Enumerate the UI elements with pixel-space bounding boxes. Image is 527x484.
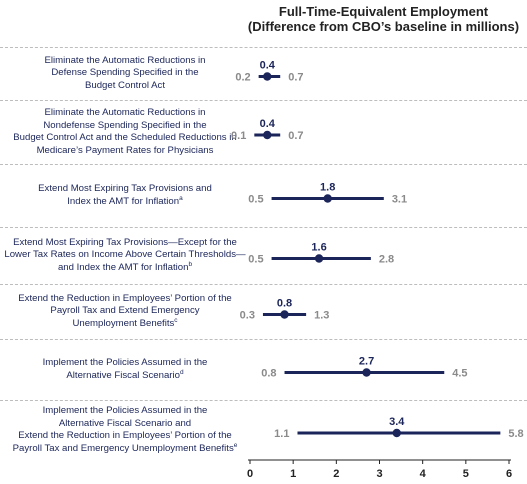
category-label: Implement the Policies Assumed in the Al…: [13, 405, 238, 455]
low-estimate-label: 0.2: [235, 72, 250, 84]
category-label: Eliminate the Automatic Reductions in No…: [13, 107, 236, 157]
category-label: Extend the Reduction in Employees’ Porti…: [18, 293, 232, 331]
high-estimate-label: 3.1: [392, 194, 407, 206]
category-label-text: Extend the Reduction in Employees’ Porti…: [18, 292, 232, 329]
high-estimate-label: 5.8: [508, 428, 523, 440]
low-estimate-label: 1.1: [274, 428, 289, 440]
category-row: Extend Most Expiring Tax Provisions and …: [0, 164, 250, 227]
footnote-marker: b: [188, 260, 193, 268]
category-label-text: Eliminate the Automatic Reductions in De…: [44, 54, 206, 91]
x-tick-label: 3: [376, 468, 382, 480]
low-estimate-label: 0.5: [248, 194, 263, 206]
central-estimate-label: 0.4: [260, 60, 276, 72]
x-tick-label: 5: [463, 468, 469, 480]
footnote-marker: d: [179, 368, 184, 376]
category-label-text: Eliminate the Automatic Reductions in No…: [13, 107, 237, 156]
category-row: Eliminate the Automatic Reductions in De…: [0, 47, 250, 100]
chart-subtitle: (Difference from CBO’s baseline in milli…: [247, 19, 520, 34]
high-estimate-label: 0.7: [288, 130, 303, 142]
central-estimate-label: 1.6: [311, 242, 326, 254]
row-separator: [0, 100, 527, 101]
category-label: Extend Most Expiring Tax Provisions—Exce…: [4, 237, 245, 275]
category-row: Extend the Reduction in Employees’ Porti…: [0, 284, 250, 339]
category-label-text: Extend Most Expiring Tax Provisions—Exce…: [4, 236, 246, 273]
low-estimate-label: 0.3: [240, 310, 255, 322]
category-row: Extend Most Expiring Tax Provisions—Exce…: [0, 227, 250, 284]
point-estimate-marker: [314, 254, 324, 263]
row-separator: [0, 164, 527, 165]
x-tick-label: 2: [333, 468, 339, 480]
point-estimate-marker: [323, 194, 332, 203]
x-tick-label: 4: [420, 468, 427, 480]
row-separator: [0, 284, 527, 285]
high-estimate-label: 2.8: [379, 254, 394, 266]
row-separator: [0, 400, 527, 401]
point-estimate-marker: [392, 428, 401, 438]
footnote-marker: e: [233, 441, 238, 449]
x-tick-label: 1: [290, 468, 296, 480]
category-label: Extend Most Expiring Tax Provisions and …: [38, 183, 212, 208]
high-estimate-label: 1.3: [314, 310, 329, 322]
x-tick-label: 0: [247, 468, 253, 480]
high-estimate-label: 0.7: [288, 72, 303, 84]
central-estimate-label: 1.8: [320, 182, 335, 194]
chart-title: Full-Time-Equivalent Employment: [278, 4, 489, 19]
category-label: Eliminate the Automatic Reductions in De…: [44, 55, 205, 93]
point-estimate-marker: [263, 130, 272, 140]
chart-title-block: Full-Time-Equivalent Employment (Differe…: [240, 4, 527, 34]
category-label: Implement the Policies Assumed in the Al…: [43, 357, 208, 382]
point-estimate-marker: [280, 310, 289, 319]
category-row: Implement the Policies Assumed in the Al…: [0, 400, 250, 460]
central-estimate-label: 0.8: [277, 298, 292, 310]
footnote-marker: c: [174, 316, 178, 324]
point-estimate-marker: [362, 368, 371, 377]
category-row: Eliminate the Automatic Reductions in No…: [0, 100, 250, 164]
central-estimate-label: 2.7: [359, 356, 374, 368]
category-label-text: Implement the Policies Assumed in the Al…: [42, 357, 208, 381]
row-separator: [0, 47, 527, 48]
category-label-text: Implement the Policies Assumed in the Al…: [12, 405, 234, 454]
low-estimate-label: 0.5: [248, 254, 263, 266]
footnote-marker: a: [179, 194, 183, 202]
row-separator: [0, 227, 527, 228]
category-label-text: Extend Most Expiring Tax Provisions and …: [38, 183, 212, 207]
point-estimate-marker: [263, 72, 272, 81]
central-estimate-label: 0.4: [260, 118, 276, 130]
low-estimate-label: 0.8: [261, 368, 276, 380]
high-estimate-label: 4.5: [452, 368, 467, 380]
category-row: Implement the Policies Assumed in the Al…: [0, 339, 250, 400]
x-tick-label: 6: [506, 468, 512, 480]
central-estimate-label: 3.4: [389, 416, 405, 428]
low-estimate-label: 0.1: [231, 130, 246, 142]
row-separator: [0, 339, 527, 340]
